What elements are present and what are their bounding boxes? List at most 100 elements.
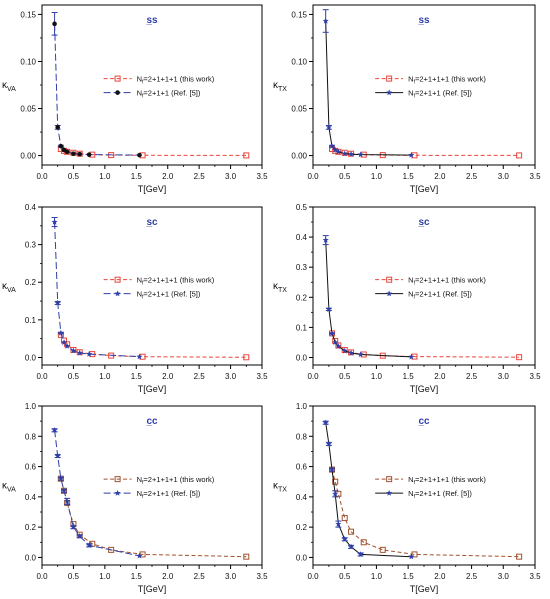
y-tick-label: 0.4 bbox=[25, 203, 37, 212]
data-point bbox=[322, 236, 329, 243]
y-tick-label: 0.8 bbox=[296, 432, 308, 441]
y-tick-label: 0.1 bbox=[296, 323, 308, 332]
data-point bbox=[55, 125, 61, 130]
y-tick-label: 0.0 bbox=[296, 553, 308, 562]
y-tick-label: 0.00 bbox=[291, 152, 307, 161]
legend: Nf=2+1+1+1 (this work) Nf=2+1+1 (Ref. [5]… bbox=[375, 276, 486, 301]
data-point bbox=[322, 17, 329, 24]
y-tick-label: 0.05 bbox=[20, 105, 36, 114]
data-point bbox=[379, 546, 386, 553]
panel-title: s̲c bbox=[146, 217, 158, 228]
legend-label: Nf=2+1+1 (Ref. [5]) bbox=[137, 489, 201, 500]
x-tick-label: 0.0 bbox=[36, 372, 48, 381]
legend-label: Nf=2+1+1+1 (this work) bbox=[137, 276, 215, 287]
x-tick-label: 2.5 bbox=[194, 172, 206, 181]
data-point bbox=[76, 349, 83, 356]
x-tick-label: 1.5 bbox=[131, 372, 143, 381]
data-point bbox=[325, 124, 332, 130]
data-point bbox=[322, 419, 329, 426]
legend: Nf=2+1+1+1 (this work) Nf=2+1+1 (Ref. [5]… bbox=[375, 75, 486, 100]
data-point bbox=[136, 353, 143, 360]
x-tick-label: 1.0 bbox=[371, 172, 383, 181]
data-point bbox=[348, 528, 355, 535]
legend-label: Nf=2+1+1+1 (this work) bbox=[137, 475, 215, 486]
data-point bbox=[332, 478, 339, 485]
legend-label: Nf=2+1+1 (Ref. [5]) bbox=[137, 290, 201, 301]
series-1 bbox=[57, 331, 250, 361]
legend-marker bbox=[386, 89, 393, 96]
data-point bbox=[243, 354, 250, 361]
y-axis-label: κVA bbox=[2, 281, 16, 294]
plot-frame bbox=[41, 206, 263, 366]
series-2 bbox=[51, 217, 143, 360]
x-tick-label: 2.0 bbox=[434, 172, 446, 181]
x-tick-label: 2.5 bbox=[466, 372, 478, 381]
y-tick-label: 0.4 bbox=[25, 493, 37, 502]
data-point bbox=[243, 152, 250, 159]
data-point bbox=[136, 552, 143, 559]
data-point bbox=[70, 347, 77, 354]
y-tick-label: 0.15 bbox=[20, 10, 36, 19]
legend-label: Nf=2+1+1+1 (this work) bbox=[408, 475, 486, 486]
x-tick-label: 1.0 bbox=[371, 572, 383, 581]
data-point bbox=[325, 306, 332, 312]
x-axis-label: T[GeV] bbox=[410, 584, 439, 594]
x-tick-label: 0.0 bbox=[307, 572, 319, 581]
x-tick-label: 0.0 bbox=[36, 172, 48, 181]
panel-title: s̲c bbox=[418, 217, 430, 228]
data-point bbox=[341, 150, 348, 157]
data-point bbox=[86, 152, 92, 157]
x-tick-label: 2.5 bbox=[194, 572, 206, 581]
data-point bbox=[516, 354, 523, 361]
legend-marker bbox=[114, 489, 121, 496]
y-tick-label: 0.0 bbox=[25, 553, 37, 562]
x-tick-label: 0.5 bbox=[339, 572, 351, 581]
x-axis-label: T[GeV] bbox=[138, 184, 167, 194]
legend-marker bbox=[114, 276, 121, 283]
y-axis-label: κVA bbox=[2, 481, 16, 494]
legend: Nf=2+1+1+1 (this work) Nf=2+1+1 (Ref. [5]… bbox=[103, 475, 215, 500]
data-point bbox=[52, 21, 57, 27]
data-point bbox=[86, 542, 93, 548]
chart-panel-6: 0.0 0.5 1.0 1.5 2.0 2.5 3.0 3.5 0.0 0.2 0.4 0.6 0.8 1… bbox=[273, 402, 541, 594]
data-point bbox=[64, 498, 71, 504]
y-tick-label: 0.5 bbox=[296, 203, 308, 212]
y-tick-label: 0.2 bbox=[25, 523, 37, 532]
data-point bbox=[328, 142, 336, 149]
plot-frame bbox=[312, 206, 536, 366]
y-tick-label: 0.1 bbox=[25, 316, 37, 325]
legend-marker bbox=[114, 75, 121, 82]
x-tick-label: 3.5 bbox=[256, 372, 268, 381]
data-point bbox=[76, 533, 83, 539]
x-axis-label: T[GeV] bbox=[410, 184, 439, 194]
x-tick-label: 0.0 bbox=[307, 372, 319, 381]
legend-label: Nf=2+1+1+1 (this work) bbox=[408, 276, 486, 287]
legend-marker bbox=[114, 290, 121, 297]
y-tick-label: 1.0 bbox=[25, 402, 37, 411]
x-tick-label: 1.5 bbox=[403, 372, 415, 381]
x-tick-label: 3.5 bbox=[256, 572, 268, 581]
chart-panel-4: 0.0 0.5 1.0 1.5 2.0 2.5 3.0 3.5 0.0 0.1 0.2 0.3 0.4 0… bbox=[273, 203, 541, 394]
y-tick-label: 0.10 bbox=[20, 57, 36, 66]
data-point bbox=[332, 490, 339, 497]
x-tick-label: 2.0 bbox=[162, 372, 174, 381]
y-tick-label: 0.8 bbox=[25, 432, 37, 441]
y-tick-label: 0.2 bbox=[25, 278, 37, 287]
y-tick-label: 0.3 bbox=[25, 241, 37, 250]
y-tick-label: 0.15 bbox=[291, 10, 307, 19]
panel-title: s̲s bbox=[418, 15, 430, 26]
data-point bbox=[58, 143, 64, 149]
x-tick-label: 3.5 bbox=[529, 372, 541, 381]
x-axis-label: T[GeV] bbox=[138, 584, 167, 594]
data-point bbox=[51, 427, 58, 433]
data-point bbox=[348, 349, 355, 356]
y-tick-label: 1.0 bbox=[296, 402, 308, 411]
data-point bbox=[516, 152, 523, 159]
series-2 bbox=[322, 235, 415, 360]
data-point bbox=[516, 553, 523, 560]
x-tick-label: 2.5 bbox=[194, 372, 206, 381]
x-tick-label: 2.0 bbox=[434, 572, 446, 581]
x-tick-label: 0.5 bbox=[339, 172, 351, 181]
x-tick-label: 1.5 bbox=[131, 172, 143, 181]
legend-label: Nf=2+1+1+1 (this work) bbox=[137, 75, 215, 86]
